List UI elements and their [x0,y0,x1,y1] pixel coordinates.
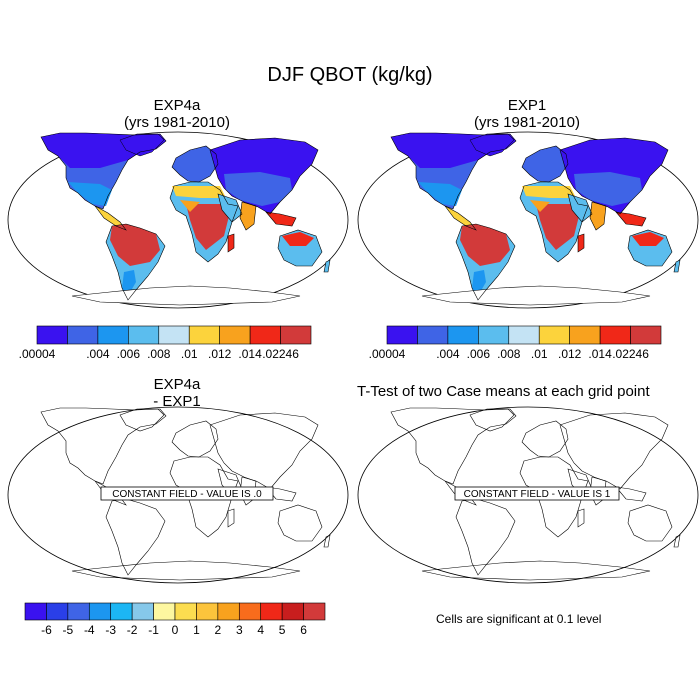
colorbar-label: 2 [215,623,222,635]
colorbar-label: .02246 [612,347,649,360]
panel-1-title-line2: (yrs 1981-2010) [124,114,230,131]
colorbar-label: .01 [181,347,198,360]
colorbar-swatch [131,602,154,621]
colorbar-top-left: .00004 .004 .006 .008 .01 .012 .014.02246 [19,325,312,360]
colorbar-swatch [188,325,220,345]
colorbar-label: .008 [147,347,171,360]
colorbar-swatch [24,602,47,621]
land-fields [41,133,330,305]
colorbar-label: .008 [497,347,521,360]
colorbar-swatch [569,325,601,345]
constant-field-label: CONSTANT FIELD - VALUE IS 1 [464,489,611,500]
colorbar-label: .01 [531,347,548,360]
panel-1-title-line1: EXP4a [153,97,201,114]
map-exp1 [357,131,699,309]
colorbar-swatch [303,602,326,621]
panel-4-title: T-Test of two Case means at each grid po… [357,383,650,400]
colorbar-swatch [238,602,262,621]
colorbar-swatch [46,602,69,621]
constant-field-box [454,486,620,501]
colorbar-swatch [447,325,479,345]
colorbar-label: -6 [41,623,52,635]
colorbar-swatches [386,325,662,345]
panel-3-title: EXP4a - EXP1 [77,376,277,410]
colorbar-label: .014 [588,347,612,360]
colorbar-swatches [36,325,312,345]
colorbar-swatch [249,325,281,345]
colorbar-label: .00004 [19,347,56,360]
constant-field-box [100,486,274,501]
colorbar-swatch [386,325,418,345]
colorbar-label: -5 [63,623,74,635]
colorbar-labels: -6 -5 -4 -3 -2 -1 0 1 2 3 4 5 6 [41,623,307,635]
constant-field-label: CONSTANT FIELD - VALUE IS .0 [112,489,262,500]
colorbar-label: -2 [127,623,138,635]
colorbar-swatch [219,325,251,345]
colorbar-swatch [153,602,176,621]
colorbar-swatch [260,602,283,621]
colorbar-swatch [508,325,540,345]
colorbar-label: 5 [279,623,286,635]
panel-3-title-line2: - EXP1 [153,393,201,410]
colorbar-label: -3 [105,623,116,635]
colorbar-label: .004 [86,347,110,360]
map-exp4a [7,131,349,309]
colorbar-label: 3 [236,623,243,635]
colorbar-labels: .00004 .004 .006 .008 .01 .012 .014.02246 [369,347,650,360]
colorbar-label: 6 [300,623,307,635]
significance-note: Cells are significant at 0.1 level [436,612,602,626]
colorbar-swatch [88,602,112,621]
colorbar-swatch [478,325,510,345]
colorbar-label: .014 [238,347,262,360]
colorbar-swatch [538,325,570,345]
panel-3-title-line1: EXP4a [153,376,201,393]
colorbar-bottom: -6 -5 -4 -3 -2 -1 0 1 2 3 4 5 6 [24,602,326,635]
colorbar-top-right: .00004 .004 .006 .008 .01 .012 .014.02246 [369,325,662,360]
colorbar-swatch [417,325,449,345]
colorbar-swatch [67,325,99,345]
panel-2-title-line1: EXP1 [507,97,547,114]
colorbar-label: .006 [117,347,141,360]
colorbar-label: .012 [558,347,582,360]
colorbar-label: 0 [172,623,179,635]
colorbar-swatch [128,325,160,345]
colorbar-swatch [110,602,133,621]
main-title: DJF QBOT (kg/kg) [267,64,433,86]
colorbar-swatches [24,602,326,621]
panel-2-title: EXP1 (yrs 1981-2010) [427,97,627,131]
colorbar-swatch [196,602,219,621]
colorbar-label: -1 [148,623,159,635]
colorbar-swatch [174,602,197,621]
colorbar-label: .02246 [262,347,299,360]
colorbar-label: -4 [84,623,95,635]
colorbar-swatch [280,325,312,345]
colorbar-swatch [158,325,190,345]
colorbar-label: .00004 [369,347,406,360]
colorbar-swatch [36,325,68,345]
land-fields [391,133,680,305]
colorbar-label: 4 [257,623,264,635]
colorbar-swatch [67,602,90,621]
map-ttest: CONSTANT FIELD - VALUE IS 1 [357,406,699,584]
colorbar-swatch [630,325,662,345]
colorbar-swatch [217,602,240,621]
map-difference: CONSTANT FIELD - VALUE IS .0 [7,406,349,584]
colorbar-swatch [599,325,631,345]
colorbar-swatch [281,602,304,621]
colorbar-label: .004 [436,347,460,360]
colorbar-label: .006 [467,347,491,360]
colorbar-labels: .00004 .004 .006 .008 .01 .012 .014.02246 [19,347,300,360]
colorbar-swatch [97,325,129,345]
panel-2-title-line2: (yrs 1981-2010) [474,114,580,131]
colorbar-label: 1 [193,623,200,635]
colorbar-label: .012 [208,347,232,360]
panel-1-title: EXP4a (yrs 1981-2010) [77,97,277,131]
